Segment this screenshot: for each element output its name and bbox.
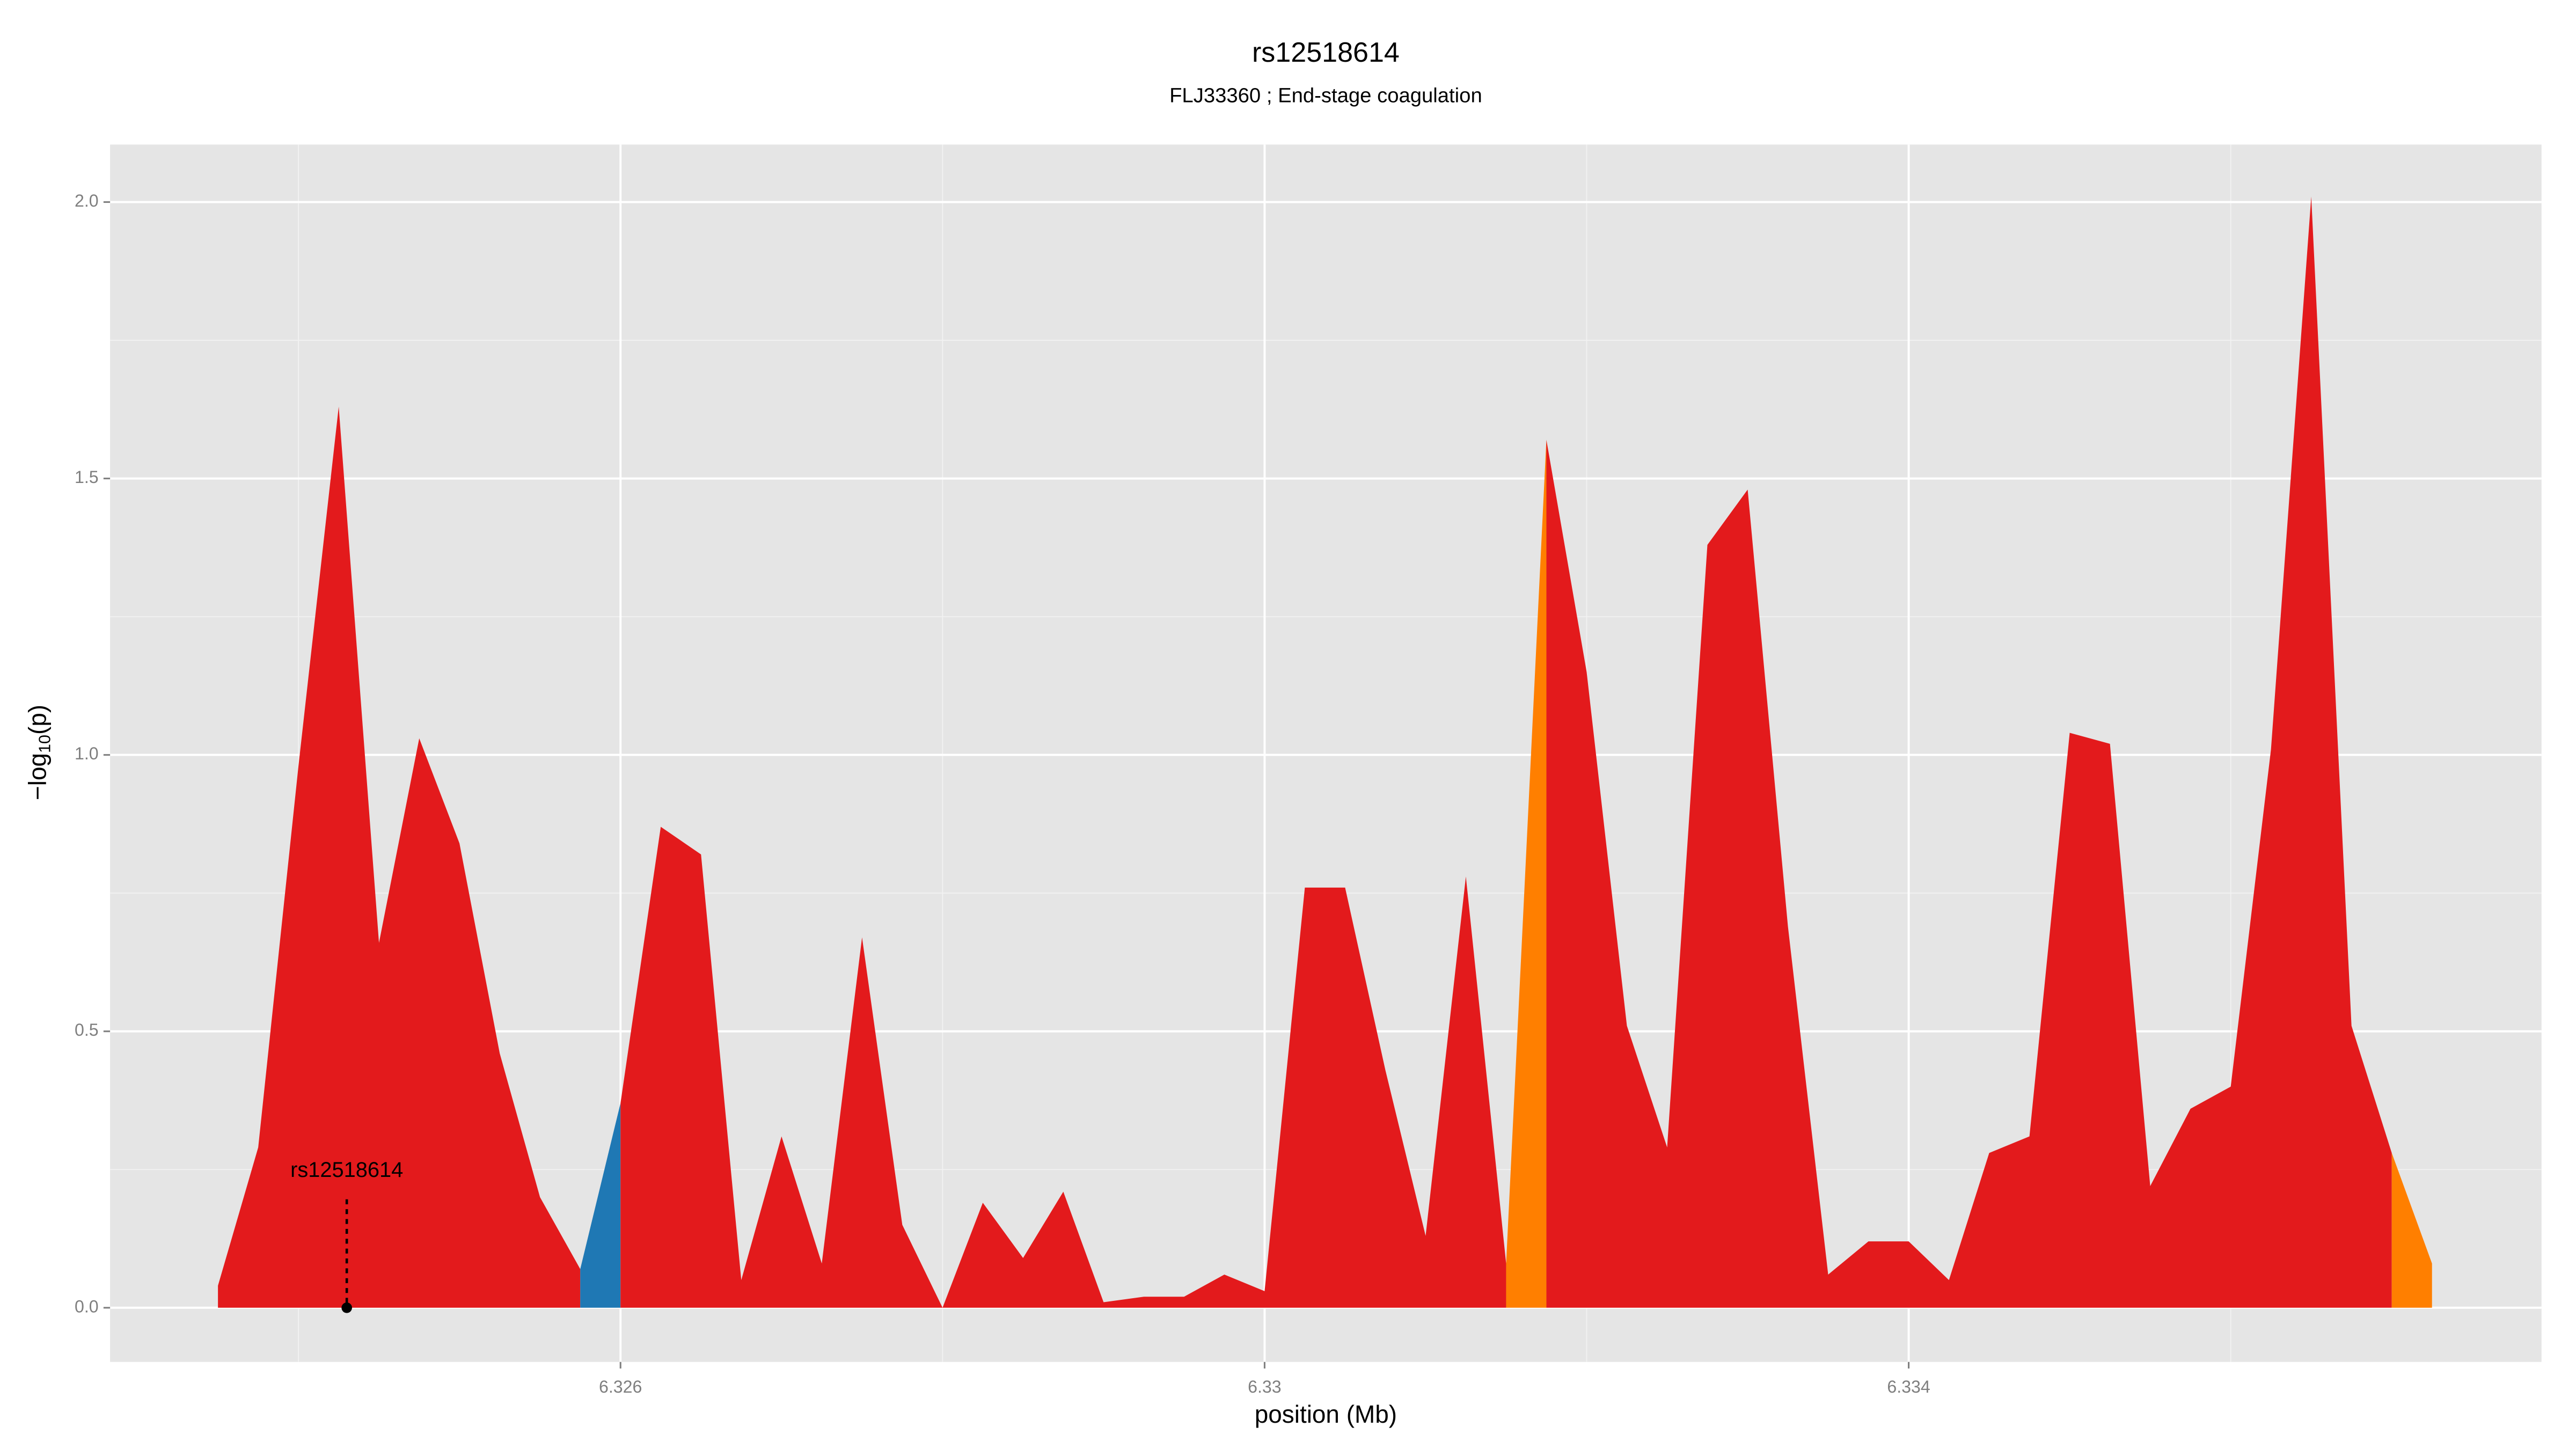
chart-subtitle: FLJ33360 ; End-stage coagulation (1169, 84, 1482, 107)
x-tick-label: 6.33 (1248, 1377, 1282, 1396)
area-segment (580, 1103, 621, 1308)
y-tick-label: 1.5 (75, 467, 99, 487)
areas: rs12518614 (218, 196, 2432, 1313)
y-tick-label: 1.0 (75, 744, 99, 763)
x-tick-label: 6.334 (1887, 1377, 1930, 1396)
annotation-label: rs12518614 (290, 1158, 403, 1182)
area-segment (620, 826, 1506, 1308)
y-label-subscript: 10 (36, 735, 54, 753)
y-label-part: (p) (24, 705, 52, 735)
y-label-part: −log (24, 753, 52, 800)
chart-title: rs12518614 (1252, 37, 1400, 68)
area-segment (2391, 1153, 2432, 1308)
x-tick-label: 6.326 (599, 1377, 642, 1396)
area-segment (1506, 440, 1547, 1308)
y-tick-label: 2.0 (75, 191, 99, 210)
y-tick-label: 0.0 (75, 1297, 99, 1316)
area-segment (1546, 196, 2392, 1308)
y-tick-label: 0.5 (75, 1020, 99, 1040)
y-axis-label: −log10(p) (24, 705, 54, 800)
axes: 6.326 6.33 6.334 0.0 0.5 1.0 1.5 2.0 (75, 191, 1930, 1396)
area-segment (218, 406, 581, 1308)
grid (110, 144, 2542, 1362)
annotation-point (341, 1302, 352, 1313)
x-axis-label: position (Mb) (1255, 1400, 1397, 1428)
